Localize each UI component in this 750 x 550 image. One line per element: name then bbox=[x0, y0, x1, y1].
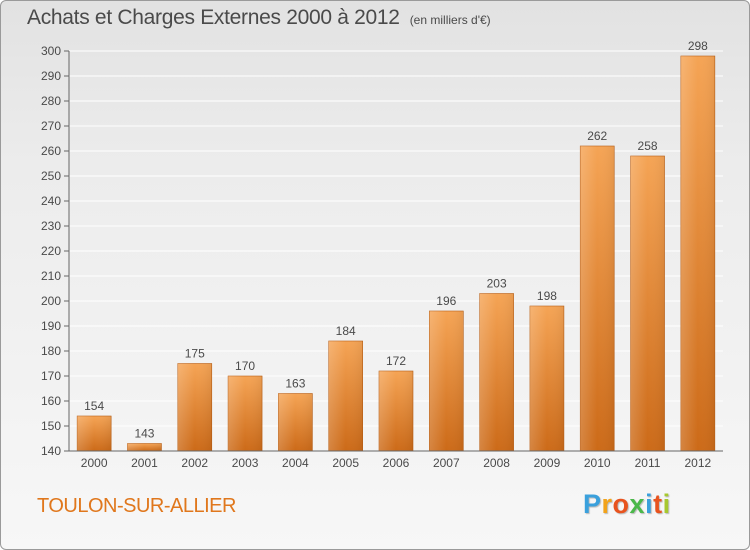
x-tick-label: 2002 bbox=[181, 456, 208, 470]
bar-shine bbox=[379, 371, 413, 451]
y-tick-label: 140 bbox=[41, 444, 61, 458]
x-tick-label: 2001 bbox=[131, 456, 158, 470]
x-tick-label: 2004 bbox=[282, 456, 309, 470]
y-tick-label: 150 bbox=[41, 419, 61, 433]
city-name: TOULON-SUR-ALLIER bbox=[37, 495, 236, 517]
bars bbox=[76, 55, 716, 452]
bar-shine bbox=[479, 293, 514, 451]
data-label: 203 bbox=[487, 277, 507, 291]
y-tick-label: 240 bbox=[41, 194, 61, 208]
y-tick-label: 180 bbox=[41, 344, 61, 358]
data-labels: 154 143 175 170 163 184 172 196 203 198 262 258 298 bbox=[84, 39, 708, 441]
chart-title-text: Achats et Charges Externes 2000 à 2012 bbox=[27, 6, 400, 29]
logo-letter: t bbox=[653, 489, 663, 519]
bar-shine bbox=[77, 416, 112, 451]
bar-shine bbox=[680, 56, 715, 451]
proxiti-logo: Proxiti bbox=[583, 489, 671, 520]
y-tick-label: 220 bbox=[41, 244, 61, 258]
logo-letter: P bbox=[583, 489, 602, 519]
x-tick-label: 2005 bbox=[332, 456, 359, 470]
x-tick-label: 2012 bbox=[684, 456, 711, 470]
y-tick-label: 290 bbox=[41, 69, 61, 83]
y-tick-label: 190 bbox=[41, 319, 61, 333]
x-tick-label: 2008 bbox=[483, 456, 510, 470]
x-tick-label: 2000 bbox=[81, 456, 108, 470]
x-tick-label: 2010 bbox=[584, 456, 611, 470]
data-label: 154 bbox=[84, 399, 104, 413]
logo-letter: o bbox=[612, 489, 630, 519]
data-label: 170 bbox=[235, 359, 255, 373]
data-label: 143 bbox=[134, 427, 154, 441]
y-tick-label: 250 bbox=[41, 169, 61, 183]
bar-shine bbox=[177, 363, 212, 451]
bar-shine bbox=[630, 156, 665, 451]
bar-shine bbox=[127, 443, 162, 451]
logo-letter: r bbox=[601, 489, 613, 519]
y-tick-label: 210 bbox=[41, 269, 61, 283]
bar-shine bbox=[228, 376, 263, 451]
logo-letter: i bbox=[662, 489, 671, 519]
y-axis: 140 150 160 170 180 190 200 210 220 230 240 250 260 2… bbox=[41, 44, 70, 458]
x-tick-label: 2011 bbox=[635, 456, 661, 470]
x-tick-label: 2007 bbox=[433, 456, 460, 470]
data-label: 175 bbox=[185, 347, 205, 361]
bar-shine bbox=[328, 341, 363, 451]
chart-subtitle: (en milliers d'€) bbox=[409, 13, 491, 27]
data-label: 298 bbox=[688, 39, 708, 53]
y-tick-label: 200 bbox=[41, 294, 61, 308]
data-label: 196 bbox=[436, 294, 456, 308]
logo-letter: x bbox=[629, 489, 646, 519]
data-label: 262 bbox=[587, 129, 607, 143]
bar-shine bbox=[529, 306, 564, 451]
y-tick-label: 260 bbox=[41, 144, 61, 158]
bar-shine bbox=[278, 393, 313, 451]
y-tick-label: 160 bbox=[41, 394, 61, 408]
x-tick-label: 2003 bbox=[232, 456, 259, 470]
x-axis: 2000 2001 2002 2003 2004 2005 2006 2007 2008 2009… bbox=[69, 450, 723, 470]
y-tick-label: 170 bbox=[41, 369, 61, 383]
bar-shine bbox=[580, 146, 615, 451]
x-tick-label: 2009 bbox=[534, 456, 561, 470]
chart-title: Achats et Charges Externes 2000 à 2012 (e… bbox=[27, 6, 491, 30]
y-tick-label: 270 bbox=[41, 119, 61, 133]
y-tick-label: 300 bbox=[41, 44, 61, 58]
bar-shine bbox=[429, 311, 464, 451]
y-tick-label: 230 bbox=[41, 219, 61, 233]
logo-letter: i bbox=[645, 489, 654, 519]
x-tick-label: 2006 bbox=[383, 456, 410, 470]
data-label: 258 bbox=[638, 139, 658, 153]
data-label: 184 bbox=[336, 324, 356, 338]
data-label: 198 bbox=[537, 289, 557, 303]
y-tick-label: 280 bbox=[41, 94, 61, 108]
data-label: 163 bbox=[285, 377, 305, 391]
data-label: 172 bbox=[386, 354, 406, 368]
